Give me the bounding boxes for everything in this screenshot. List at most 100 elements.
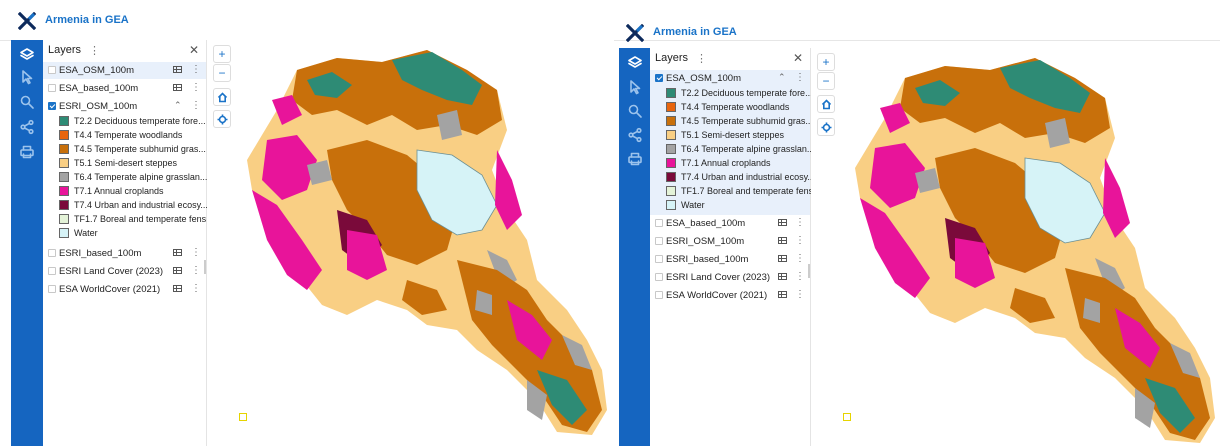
search-button[interactable] <box>11 89 43 115</box>
attribute-table-icon[interactable] <box>778 255 787 262</box>
layer-row-esa-osm[interactable]: ESA_OSM_100m ⋮ <box>43 62 206 79</box>
app-title[interactable]: Armenia in GEA <box>653 26 737 38</box>
layer-row-esri-landcover[interactable]: ESRI Land Cover (2023) ⋮ <box>650 269 810 286</box>
search-button[interactable] <box>619 98 651 124</box>
map-view[interactable]: + − <box>811 48 1220 446</box>
layer-checkbox[interactable] <box>655 291 663 299</box>
attribute-table-icon[interactable] <box>173 285 182 292</box>
layers-panel-header: Layers ⋮ ✕ <box>650 48 810 70</box>
layers-icon <box>20 48 34 60</box>
zoom-out-button[interactable]: − <box>817 72 835 90</box>
layer-checkbox[interactable] <box>655 237 663 245</box>
zoom-in-button[interactable]: + <box>817 53 835 71</box>
layer-row-esa-osm[interactable]: ESA_OSM_100m ⌃ ⋮ <box>650 70 810 87</box>
share-icon <box>628 127 642 143</box>
layer-row-esa-worldcover[interactable]: ESA WorldCover (2021) ⋮ <box>650 287 810 304</box>
share-button[interactable] <box>11 114 43 140</box>
attribute-table-icon[interactable] <box>778 291 787 298</box>
layer-menu-icon[interactable]: ⋮ <box>795 271 805 282</box>
tool-rail <box>619 48 651 446</box>
pointer-icon <box>22 70 33 85</box>
armenia-landcover-map[interactable] <box>207 40 614 446</box>
home-icon <box>821 99 832 110</box>
share-button[interactable] <box>619 122 651 148</box>
locate-button[interactable] <box>817 118 835 136</box>
close-icon[interactable]: ✕ <box>189 43 200 57</box>
layer-name: ESA_OSM_100m <box>59 65 134 76</box>
select-button[interactable] <box>619 74 651 100</box>
attribute-table-icon[interactable] <box>778 219 787 226</box>
layer-checkbox[interactable] <box>48 84 56 92</box>
zoom-out-button[interactable]: − <box>213 64 231 82</box>
layer-name: ESRI_based_100m <box>59 248 142 259</box>
map-view[interactable]: + − <box>207 40 614 446</box>
attribute-table-icon[interactable] <box>173 84 182 91</box>
selection-marker[interactable] <box>239 413 247 421</box>
close-icon[interactable]: ✕ <box>793 51 804 65</box>
layer-row-esri-landcover[interactable]: ESRI Land Cover (2023) ⋮ <box>43 263 206 280</box>
layer-menu-icon[interactable]: ⋮ <box>191 247 201 258</box>
layer-row-esa-based[interactable]: ESA_based_100m ⋮ <box>650 215 810 232</box>
layer-row-esri-osm[interactable]: ESRI_OSM_100m ⌃ ⋮ <box>43 98 206 115</box>
legend-swatch <box>59 228 69 238</box>
panel-resize-handle[interactable] <box>204 260 206 274</box>
attribute-table-icon[interactable] <box>173 66 182 73</box>
legend-label: Water <box>681 200 705 210</box>
attribute-table-icon[interactable] <box>173 267 182 274</box>
layer-menu-icon[interactable]: ⋮ <box>191 64 201 75</box>
layers-button[interactable] <box>11 42 43 68</box>
layer-menu-icon[interactable]: ⋮ <box>191 100 201 111</box>
chevron-up-icon[interactable]: ⌃ <box>174 100 182 110</box>
layer-menu-icon[interactable]: ⋮ <box>191 82 201 93</box>
armenia-landcover-map[interactable] <box>811 48 1220 446</box>
layer-checkbox[interactable] <box>655 74 663 82</box>
layers-panel: Layers ⋮ ✕ ESA_OSM_100m ⋮ ESA_based_100m… <box>43 40 208 446</box>
layer-row-esri-based[interactable]: ESRI_based_100m ⋮ <box>650 251 810 268</box>
zoom-in-button[interactable]: + <box>213 45 231 63</box>
layer-row-esa-based[interactable]: ESA_based_100m ⋮ <box>43 80 206 97</box>
map-layer-esri-osm <box>247 50 607 435</box>
layer-checkbox[interactable] <box>655 219 663 227</box>
layer-row-esri-osm[interactable]: ESRI_OSM_100m ⋮ <box>650 233 810 250</box>
layer-row-esa-worldcover[interactable]: ESA WorldCover (2021) ⋮ <box>43 281 206 298</box>
layer-row-esri-based[interactable]: ESRI_based_100m ⋮ <box>43 245 206 262</box>
layer-menu-icon[interactable]: ⋮ <box>795 289 805 300</box>
layer-checkbox[interactable] <box>48 102 56 110</box>
legend-label: T6.4 Temperate alpine grasslan... <box>74 172 208 182</box>
layer-menu-icon[interactable]: ⋮ <box>795 253 805 264</box>
locate-button[interactable] <box>213 110 231 128</box>
home-button[interactable] <box>213 88 231 106</box>
layer-menu-icon[interactable]: ⋮ <box>795 72 805 83</box>
chevron-up-icon[interactable]: ⌃ <box>778 72 786 82</box>
legend-label: TF1.7 Boreal and temperate fens <box>74 214 207 224</box>
left-app-window: Armenia in GEA Layers ⋮ ✕ ESA_OSM_100m ⋮ <box>0 0 614 446</box>
layer-checkbox[interactable] <box>48 285 56 293</box>
panel-menu-icon[interactable]: ⋮ <box>696 53 707 65</box>
select-button[interactable] <box>11 64 43 90</box>
panel-menu-icon[interactable]: ⋮ <box>89 45 100 57</box>
layers-button[interactable] <box>619 50 651 76</box>
layer-menu-icon[interactable]: ⋮ <box>795 235 805 246</box>
layer-checkbox[interactable] <box>48 249 56 257</box>
selection-marker[interactable] <box>843 413 851 421</box>
app-title[interactable]: Armenia in GEA <box>45 14 129 26</box>
layer-checkbox[interactable] <box>48 66 56 74</box>
attribute-table-icon[interactable] <box>778 273 787 280</box>
home-button[interactable] <box>817 95 835 113</box>
layer-menu-icon[interactable]: ⋮ <box>191 265 201 276</box>
legend-label: T7.4 Urban and industrial ecosy... <box>74 200 208 210</box>
layer-menu-icon[interactable]: ⋮ <box>191 283 201 294</box>
legend-swatch <box>59 116 69 126</box>
print-button[interactable] <box>619 146 651 172</box>
layers-panel-title: Layers <box>48 44 82 56</box>
attribute-table-icon[interactable] <box>173 249 182 256</box>
layer-name: ESA_OSM_100m <box>666 73 741 84</box>
layer-checkbox[interactable] <box>655 255 663 263</box>
layer-checkbox[interactable] <box>48 267 56 275</box>
print-button[interactable] <box>11 139 43 165</box>
panel-resize-handle[interactable] <box>808 264 810 278</box>
legend-swatch <box>666 130 676 140</box>
attribute-table-icon[interactable] <box>778 237 787 244</box>
layer-checkbox[interactable] <box>655 273 663 281</box>
layer-menu-icon[interactable]: ⋮ <box>795 217 805 228</box>
